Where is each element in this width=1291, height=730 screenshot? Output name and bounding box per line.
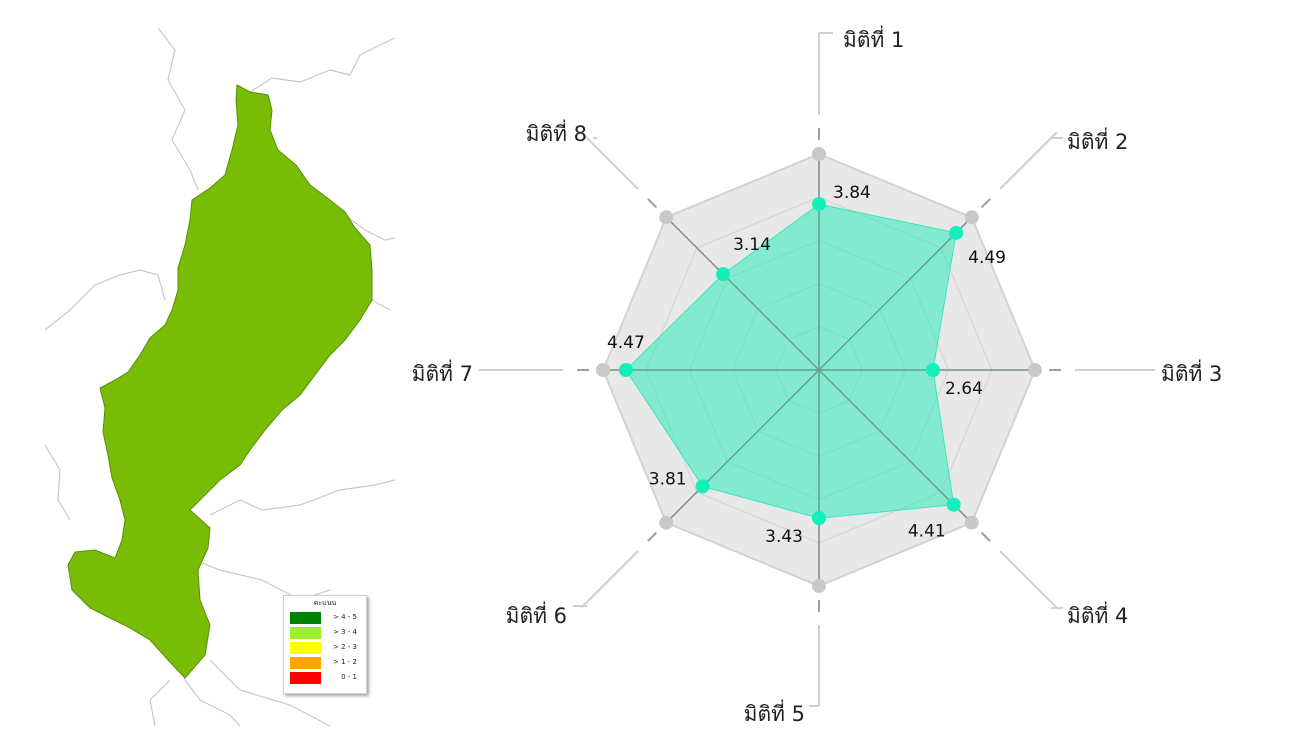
legend-label: > 3 - 4	[333, 628, 357, 636]
radar-value-label: 4.49	[968, 248, 1006, 268]
legend-swatch	[290, 672, 321, 684]
radar-axis-line-overlay	[818, 216, 973, 371]
radar-data-point	[812, 511, 826, 526]
radar-axis-marker	[596, 363, 610, 377]
radar-axis-line-overlay	[665, 216, 820, 371]
radar-axis-marker	[964, 515, 979, 530]
radar-value-label: 4.47	[607, 333, 645, 353]
radar-leader-line	[999, 131, 1058, 190]
province-map: คะแนน > 4 - 5 > 3 - 4 > 2 - 3 > 1 - 2 0 …	[0, 0, 400, 727]
radar-leader-line	[580, 131, 639, 190]
radar-data-point	[618, 363, 633, 377]
radar-axis-tick	[647, 198, 658, 209]
radar-category-label: มิติที่ 4	[1067, 601, 1128, 628]
radar-axis-tick	[980, 531, 991, 542]
legend-swatch	[290, 657, 321, 669]
radar-axis-marker	[1028, 363, 1042, 377]
radar-value-label: 3.43	[765, 527, 803, 547]
legend-swatch	[290, 642, 321, 654]
legend-label: > 1 - 2	[333, 658, 357, 666]
legend-swatch	[290, 627, 321, 639]
legend-title: คะแนน	[313, 599, 337, 607]
radar-data-point	[946, 497, 961, 512]
radar-data-point	[926, 363, 941, 377]
radar-axis-marker	[659, 515, 674, 530]
radar-leader-line	[580, 550, 639, 609]
radar-category-label: มิติที่ 6	[506, 601, 567, 628]
radar-category-label: มิติที่ 8	[526, 119, 587, 146]
radar-data-point	[695, 479, 710, 494]
province-shape	[67, 84, 373, 679]
radar-category-label: มิติที่ 2	[1067, 127, 1128, 154]
radar-data-point	[812, 197, 826, 212]
radar-axis-marker	[964, 210, 979, 225]
radar-value-label: 3.84	[833, 183, 871, 203]
radar-chart: มิติที่ 1 มิติที่ 2 มิติที่ 3 มิติที่ 4 มิติ…	[380, 0, 1291, 726]
radar-value-label: 3.81	[649, 469, 687, 489]
legend-item: > 4 - 5	[290, 612, 362, 625]
radar-axis-line-overlay	[818, 369, 973, 524]
legend-item: > 2 - 3	[290, 642, 362, 655]
map-legend: คะแนน > 4 - 5 > 3 - 4 > 2 - 3 > 1 - 2 0 …	[283, 595, 367, 694]
legend-item: > 3 - 4	[290, 627, 362, 640]
radar-data-point	[949, 225, 964, 240]
map-svg	[44, 27, 396, 727]
legend-item: > 1 - 2	[290, 657, 362, 670]
radar-value-label: 4.41	[908, 522, 946, 542]
radar-svg: มิติที่ 1 มิติที่ 2 มิติที่ 3 มิติที่ 4 มิติ…	[412, 25, 1223, 726]
radar-category-label: มิติที่ 5	[744, 699, 805, 726]
radar-category-label: มิติที่ 1	[843, 25, 904, 52]
legend-label: > 2 - 3	[333, 643, 357, 651]
legend-label: > 4 - 5	[333, 613, 357, 621]
radar-axis-tick	[980, 198, 991, 209]
radar-data-point	[716, 267, 731, 282]
radar-axis-tick	[647, 531, 658, 542]
radar-axis-marker	[812, 579, 826, 593]
radar-axis-marker	[812, 147, 826, 161]
radar-value-label: 2.64	[945, 379, 983, 399]
radar-axis-line-overlay	[665, 369, 820, 524]
radar-category-label: มิติที่ 3	[1161, 359, 1222, 386]
legend-label: 0 - 1	[341, 673, 357, 681]
radar-value-label: 3.14	[733, 235, 771, 255]
radar-category-label: มิติที่ 7	[412, 359, 473, 386]
legend-item: 0 - 1	[290, 672, 362, 685]
radar-axis-marker	[659, 210, 674, 225]
radar-leader-line	[999, 550, 1058, 609]
legend-swatch	[290, 612, 321, 624]
